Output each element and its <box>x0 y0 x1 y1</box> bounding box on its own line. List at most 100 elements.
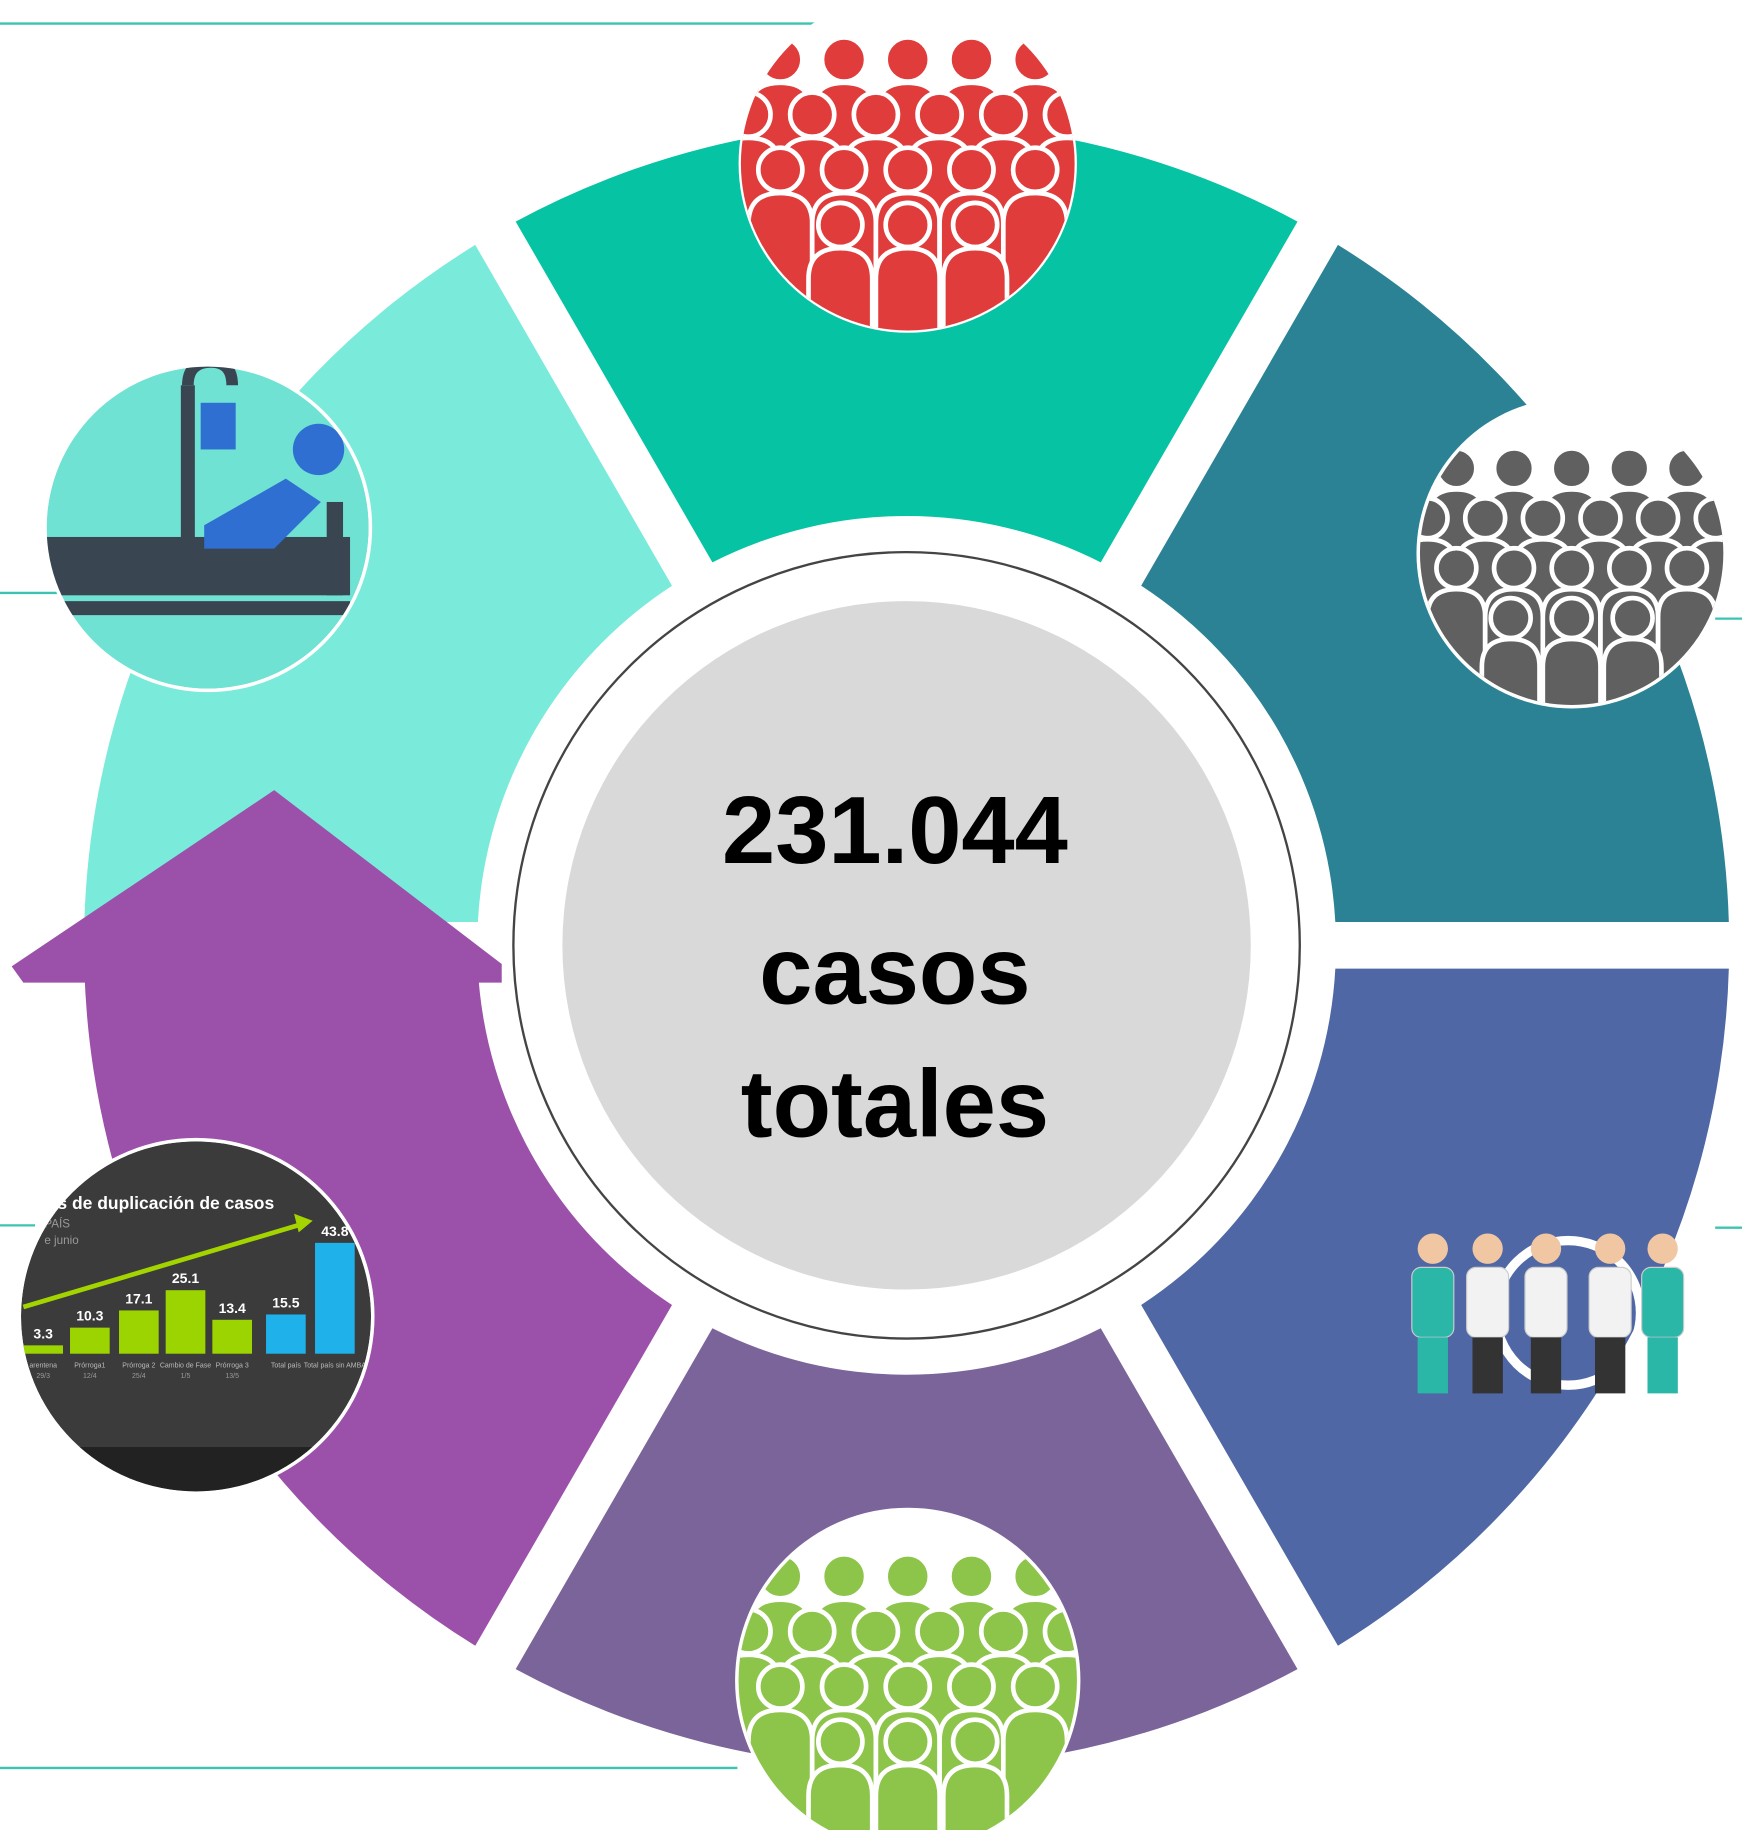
person <box>873 1762 942 1830</box>
inset-category: Total país <box>271 1363 301 1370</box>
person-head <box>815 200 865 250</box>
inset-category: Prórroga 3 <box>216 1363 249 1370</box>
person <box>940 1762 1010 1830</box>
inset-title: os de duplicación de casos <box>47 1193 275 1213</box>
person-head <box>883 1551 933 1601</box>
crowd-icon-green <box>735 1507 1081 1830</box>
inset-value: 13.4 <box>219 1300 246 1316</box>
person-head <box>915 1607 964 1656</box>
inset-bar <box>315 1242 355 1354</box>
center-number: 231.044 <box>722 777 1068 884</box>
crowd <box>1419 446 1724 705</box>
doctors-icon <box>1411 1233 1685 1394</box>
ring-segment <box>84 244 673 923</box>
inset-category: Total país sin AMBA <box>304 1363 367 1370</box>
person-head <box>1520 495 1566 541</box>
crowd-icon-grey <box>1416 398 1727 709</box>
inset-date: 25/4 <box>132 1373 146 1380</box>
person-head <box>950 1717 1000 1767</box>
person-head <box>1010 1662 1060 1711</box>
doctor-legs <box>1530 1337 1562 1394</box>
inset-subtitle: e junio <box>44 1234 78 1247</box>
person-head <box>1042 90 1075 140</box>
doctor-head <box>1472 1233 1503 1264</box>
inset-date: 29/3 <box>36 1373 50 1380</box>
center-label: casos <box>759 917 1030 1024</box>
person-head <box>755 145 805 195</box>
doctor-head <box>1530 1233 1562 1264</box>
person-head <box>883 145 933 195</box>
inset-subtitle: PAÍS <box>44 1218 70 1231</box>
inset-value: 17.1 <box>125 1290 152 1306</box>
crowd <box>738 1551 1077 1830</box>
inset-bar <box>165 1290 206 1354</box>
person-head <box>755 1662 805 1711</box>
inset-bar <box>119 1310 159 1354</box>
person-head <box>1491 545 1537 591</box>
inset-bar <box>212 1319 253 1354</box>
person-head <box>947 145 996 195</box>
person-head <box>787 90 837 140</box>
inset-date: 12/4 <box>83 1373 97 1380</box>
inset-value: 43.8 <box>321 1223 348 1239</box>
inset-category: arentena <box>29 1363 57 1370</box>
person-head <box>1549 446 1594 491</box>
person-head <box>947 1551 996 1601</box>
person-head <box>883 35 933 84</box>
doctor-legs <box>1594 1337 1626 1394</box>
person-head <box>947 35 996 84</box>
center-circle <box>562 601 1251 1290</box>
doctor-body <box>1588 1266 1632 1338</box>
person-head <box>1010 145 1060 195</box>
doctor-body <box>1411 1266 1455 1338</box>
doctor-head <box>1594 1233 1626 1264</box>
inset-date: 1/5 <box>181 1373 191 1380</box>
person-head <box>819 35 869 84</box>
person <box>806 1762 875 1830</box>
person-head <box>883 1717 933 1767</box>
person-head <box>819 145 869 195</box>
inset-category: Prórroga1 <box>74 1363 105 1370</box>
inset-value: 10.3 <box>76 1308 103 1324</box>
center-label: totales <box>741 1050 1049 1157</box>
doctor-body <box>1524 1266 1568 1338</box>
person-head <box>1610 595 1655 641</box>
inset-value: 15.5 <box>272 1294 299 1310</box>
doctor-body <box>1466 1266 1510 1338</box>
hospital-icon <box>43 363 373 693</box>
person-head <box>1491 446 1537 491</box>
inset-bar <box>266 1314 306 1354</box>
person-head <box>1549 545 1594 591</box>
person-head <box>1607 446 1652 491</box>
person-head <box>1578 495 1623 541</box>
person-head <box>978 1607 1028 1656</box>
person-head <box>1549 595 1594 641</box>
doctor-head <box>1417 1233 1448 1264</box>
doctor-legs <box>1647 1337 1678 1394</box>
inset-category: Cambio de Fase <box>160 1363 211 1370</box>
person-head <box>851 90 901 140</box>
doctor-head <box>1647 1233 1678 1264</box>
ring-segment <box>84 968 673 1646</box>
person-head <box>819 1551 869 1601</box>
person-head <box>740 90 773 140</box>
ring-segment <box>515 122 1298 563</box>
person-head <box>978 90 1028 140</box>
person-head <box>1462 495 1508 541</box>
person-head <box>1488 595 1533 641</box>
person-head <box>947 1662 996 1711</box>
inset-value: 25.1 <box>172 1270 199 1286</box>
person-head <box>950 200 1000 250</box>
chart-icon: os de duplicación de casos PAÍS e junio 3.3… <box>17 1137 375 1495</box>
inset-bar <box>23 1345 64 1354</box>
inset-category: Prórroga 2 <box>122 1363 155 1370</box>
arrow-head <box>11 790 502 983</box>
person-head <box>787 1607 837 1656</box>
person-head <box>1434 545 1479 591</box>
person-head <box>883 200 933 250</box>
decor-lines <box>0 22 1742 1770</box>
person-head <box>1607 545 1652 591</box>
doctor-legs <box>1472 1337 1503 1394</box>
person-head <box>915 90 964 140</box>
